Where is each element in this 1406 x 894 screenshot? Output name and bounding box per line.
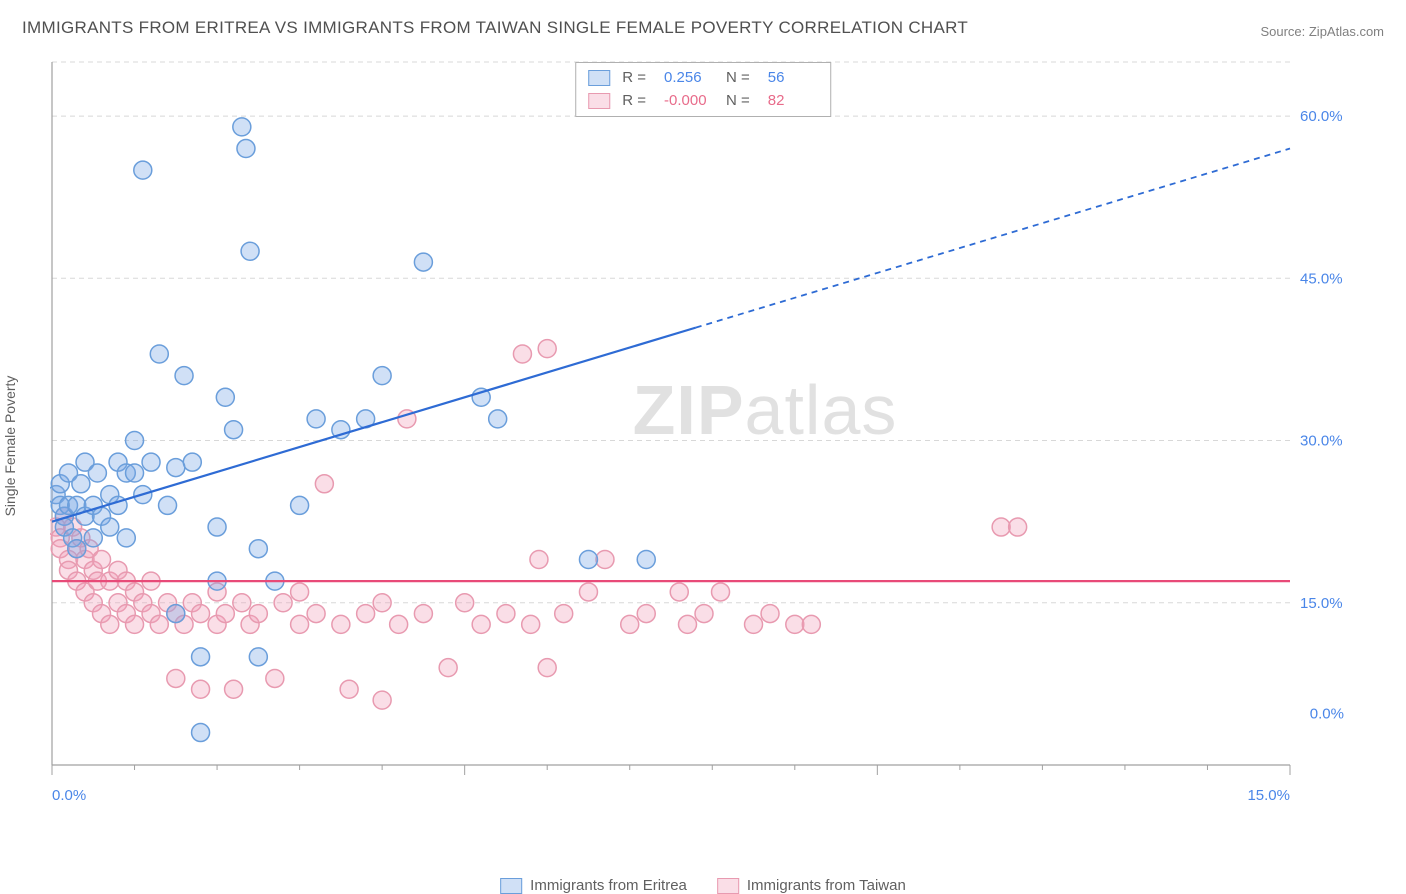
x-axis-min-label: 0.0%	[1310, 705, 1344, 722]
chart-area: 15.0%30.0%45.0%60.0%0.0%15.0% ZIPatlas 0…	[50, 60, 1350, 820]
n-value-taiwan: 82	[768, 90, 818, 113]
legend-item-taiwan: Immigrants from Taiwan	[717, 877, 906, 894]
source-attribution: Source: ZipAtlas.com	[1260, 24, 1384, 39]
r-value-eritrea: 0.256	[664, 67, 714, 90]
r-label: R =	[622, 67, 646, 90]
svg-text:15.0%: 15.0%	[1300, 595, 1343, 612]
svg-text:0.0%: 0.0%	[52, 787, 86, 804]
svg-text:60.0%: 60.0%	[1300, 108, 1343, 125]
n-label: N =	[726, 90, 750, 113]
swatch-pink	[588, 93, 610, 109]
legend-label-taiwan: Immigrants from Taiwan	[747, 877, 906, 894]
n-value-eritrea: 56	[768, 67, 818, 90]
y-axis-label: Single Female Poverty	[2, 376, 18, 517]
series-legend: Immigrants from Eritrea Immigrants from …	[500, 877, 906, 894]
scatter-plot: 15.0% 30.0% 45.0% 60.0% 0.0% 15.0%	[50, 60, 1350, 820]
legend-row-taiwan: R = -0.000 N = 82	[588, 90, 818, 113]
r-value-taiwan: -0.000	[664, 90, 714, 113]
legend-row-eritrea: R = 0.256 N = 56	[588, 67, 818, 90]
swatch-blue	[588, 70, 610, 86]
legend-label-eritrea: Immigrants from Eritrea	[530, 877, 687, 894]
r-label: R =	[622, 90, 646, 113]
svg-text:30.0%: 30.0%	[1300, 433, 1343, 450]
svg-text:15.0%: 15.0%	[1247, 787, 1290, 804]
swatch-pink	[717, 878, 739, 894]
legend-item-eritrea: Immigrants from Eritrea	[500, 877, 687, 894]
n-label: N =	[726, 67, 750, 90]
chart-title: IMMIGRANTS FROM ERITREA VS IMMIGRANTS FR…	[22, 18, 968, 38]
svg-text:45.0%: 45.0%	[1300, 270, 1343, 287]
correlation-legend: R = 0.256 N = 56 R = -0.000 N = 82	[575, 62, 831, 117]
swatch-blue	[500, 878, 522, 894]
